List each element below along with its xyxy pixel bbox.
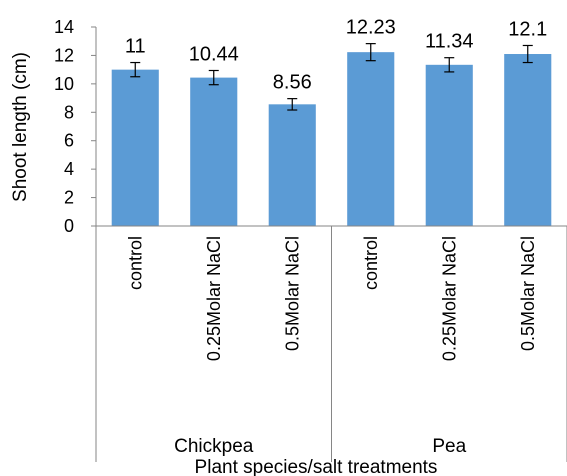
category-label: control: [125, 236, 145, 290]
y-tick-label: 12: [54, 45, 74, 65]
x-axis-label: Plant species/salt treatments: [195, 457, 438, 476]
y-tick-label: 2: [64, 188, 74, 208]
y-tick-label: 0: [64, 216, 74, 236]
data-label: 10.44: [189, 43, 239, 65]
bar: [347, 52, 395, 226]
y-tick-label: 8: [64, 102, 74, 122]
x-axis: control 0.25Molar NaCl 0.5Molar NaCl Chickp…: [95, 225, 567, 462]
bar: [425, 64, 473, 226]
data-label: 11.34: [425, 31, 474, 53]
y-axis: 0 2 4 6 8 10 12 14: [54, 17, 97, 236]
category-label: control: [361, 236, 381, 290]
y-tick-label: 4: [64, 159, 74, 179]
data-label: 12.23: [346, 17, 396, 39]
y-axis-label: Shoot length (cm): [10, 52, 31, 202]
category-label: 0.5Molar NaCl: [518, 236, 538, 351]
category-label: 0.25Molar NaCl: [204, 236, 224, 361]
category-label: 0.25Molar NaCl: [439, 236, 459, 361]
bar: [504, 54, 552, 226]
y-tick-label: 6: [64, 131, 74, 151]
category-label: 0.5Molar NaCl: [282, 236, 302, 351]
group-label: Chickpea: [174, 436, 254, 457]
bar: [111, 69, 159, 227]
data-label: 12.1: [508, 18, 547, 40]
y-tick-label: 14: [54, 17, 74, 37]
data-label: 8.56: [273, 72, 312, 94]
y-tick-label: 10: [54, 74, 74, 94]
data-label: 11: [125, 36, 146, 58]
group-label: Pea: [432, 436, 466, 457]
bar: [268, 104, 316, 226]
bar: [190, 77, 238, 226]
bars: 11 10.44 8.56 12.23 11.34 12.1: [111, 17, 552, 227]
